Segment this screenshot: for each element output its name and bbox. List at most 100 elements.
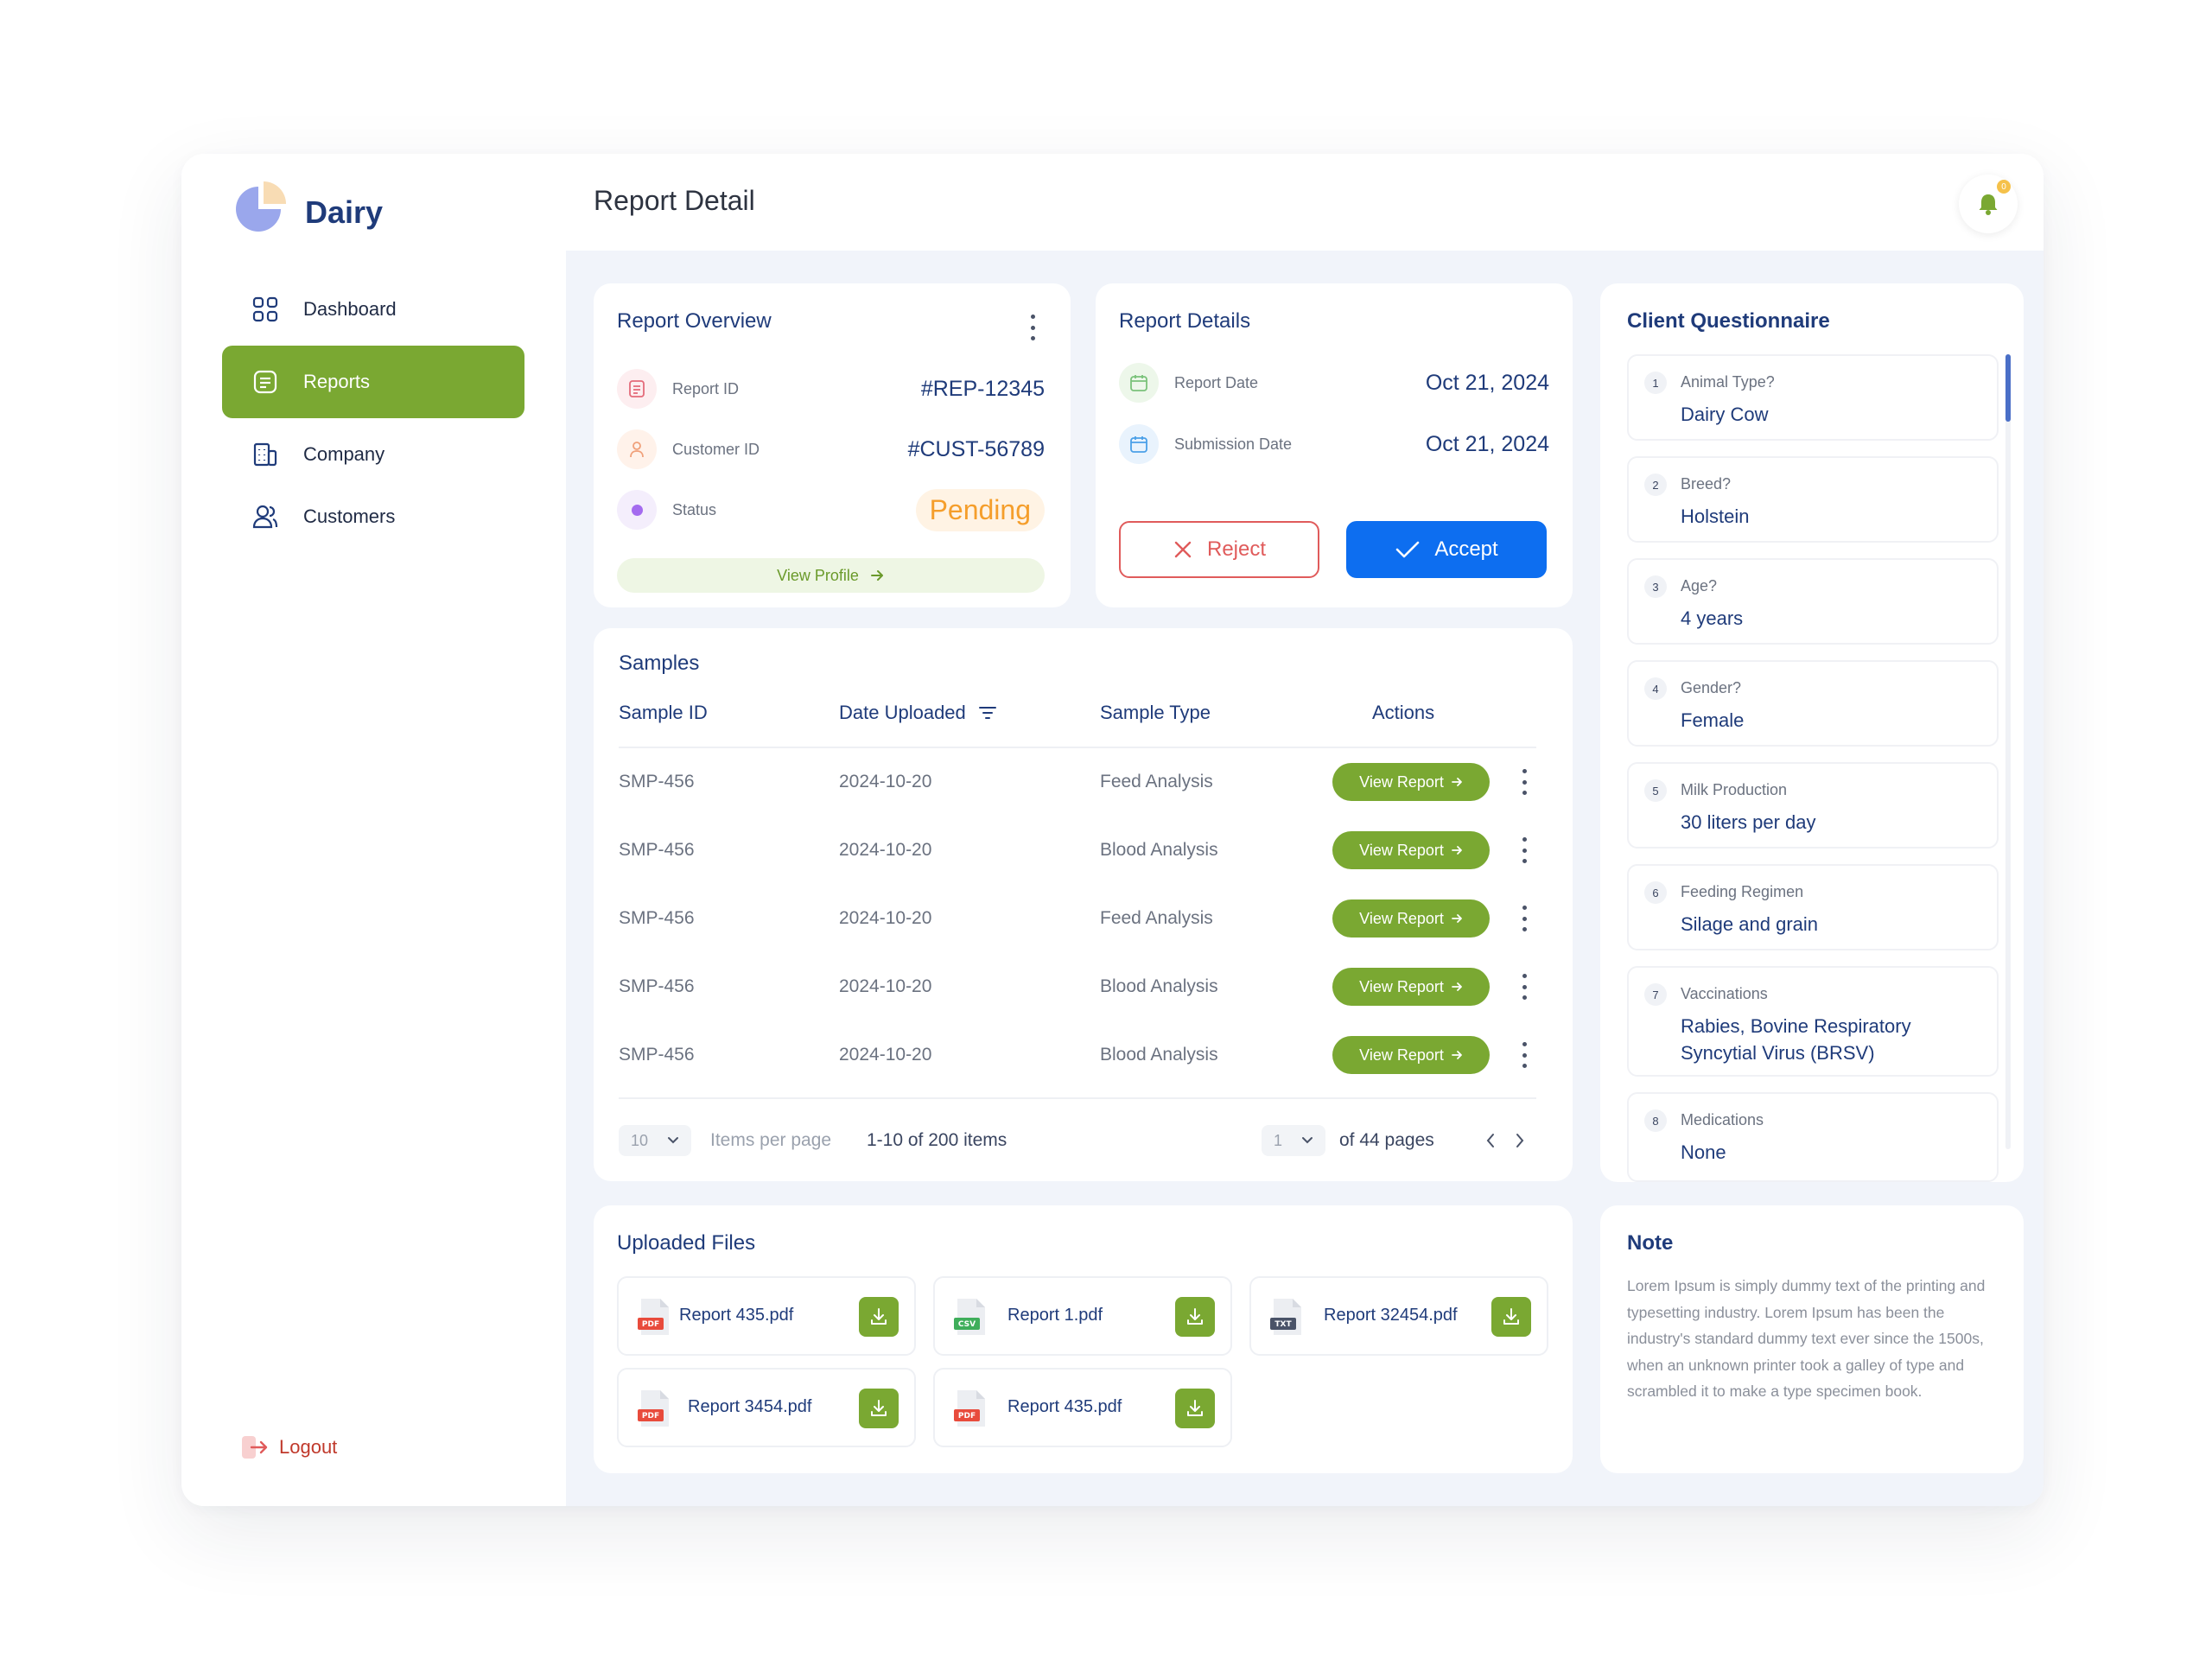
question-number: 5 bbox=[1644, 779, 1667, 802]
question-number: 2 bbox=[1644, 474, 1667, 496]
report-date-label: Report Date bbox=[1174, 373, 1259, 391]
download-button[interactable] bbox=[859, 1297, 899, 1337]
items-per-page-label: Items per page bbox=[710, 1130, 832, 1150]
footer-divider bbox=[619, 1097, 1536, 1099]
question-number: 4 bbox=[1644, 677, 1667, 700]
submission-date-value: Oct 21, 2024 bbox=[1425, 431, 1549, 456]
pdf-file-icon: PDF bbox=[954, 1390, 985, 1427]
sidebar-item-dashboard[interactable]: Dashboard bbox=[222, 283, 524, 335]
logout-icon bbox=[239, 1433, 269, 1462]
questionnaire-item: 3 Age? 4 years bbox=[1627, 558, 1999, 645]
view-report-button[interactable]: View Report bbox=[1332, 1036, 1490, 1074]
download-button[interactable] bbox=[1491, 1297, 1531, 1337]
page-select[interactable]: 1 bbox=[1262, 1125, 1326, 1156]
items-per-page-select[interactable]: 10 bbox=[619, 1125, 692, 1156]
chevron-right-icon[interactable] bbox=[1514, 1132, 1526, 1149]
chevron-left-icon[interactable] bbox=[1484, 1132, 1497, 1149]
check-icon bbox=[1396, 541, 1420, 558]
svg-text:PDF: PDF bbox=[958, 1412, 976, 1421]
questionnaire-scrollbar[interactable] bbox=[2005, 354, 2011, 1149]
view-profile-label: View Profile bbox=[777, 566, 859, 584]
sample-id-cell: SMP-456 bbox=[619, 908, 695, 928]
user-icon bbox=[617, 429, 657, 469]
status-dot-icon bbox=[617, 490, 657, 530]
row-more-button[interactable] bbox=[1520, 1042, 1529, 1068]
date-cell: 2024-10-20 bbox=[839, 976, 932, 996]
download-icon bbox=[1187, 1308, 1203, 1325]
view-report-button[interactable]: View Report bbox=[1332, 899, 1490, 938]
view-report-button[interactable]: View Report bbox=[1332, 831, 1490, 869]
download-icon bbox=[1187, 1400, 1203, 1416]
column-header-date-uploaded[interactable]: Date Uploaded bbox=[839, 702, 997, 724]
view-profile-button[interactable]: View Profile bbox=[617, 558, 1045, 593]
grid-icon bbox=[250, 294, 281, 325]
sidebar-item-company[interactable]: Company bbox=[222, 429, 524, 480]
table-row: SMP-456 2024-10-20 Feed Analysis View Re… bbox=[594, 756, 1573, 808]
view-report-button[interactable]: View Report bbox=[1332, 968, 1490, 1006]
row-more-button[interactable] bbox=[1520, 769, 1529, 795]
sidebar-nav: Dashboard Reports Company bbox=[222, 283, 524, 553]
question-number: 3 bbox=[1644, 575, 1667, 598]
view-report-button[interactable]: View Report bbox=[1332, 763, 1490, 801]
question-number: 8 bbox=[1644, 1109, 1667, 1132]
overview-more-button[interactable] bbox=[1028, 315, 1037, 340]
questionnaire-item: 5 Milk Production 30 liters per day bbox=[1627, 762, 1999, 849]
accept-button[interactable]: Accept bbox=[1346, 521, 1547, 578]
samples-title: Samples bbox=[619, 652, 700, 675]
row-more-button[interactable] bbox=[1520, 906, 1529, 931]
pdf-file-icon: PDF bbox=[638, 1390, 669, 1427]
notifications-button[interactable]: 0 bbox=[1959, 175, 2018, 233]
sample-type-cell: Feed Analysis bbox=[1100, 908, 1213, 928]
column-header-sample-id[interactable]: Sample ID bbox=[619, 702, 708, 723]
row-more-button[interactable] bbox=[1520, 837, 1529, 863]
scrollbar-thumb[interactable] bbox=[2005, 354, 2011, 422]
answer-value: Dairy Cow bbox=[1681, 404, 1769, 425]
file-item[interactable]: PDF Report 3454.pdf bbox=[617, 1368, 916, 1447]
questionnaire-item: 8 Medications None bbox=[1627, 1092, 1999, 1182]
download-button[interactable] bbox=[1175, 1297, 1215, 1337]
answer-value: None bbox=[1681, 1141, 1726, 1163]
samples-card: Samples Sample ID Date Uploaded Sample T… bbox=[594, 628, 1573, 1181]
report-icon bbox=[250, 366, 281, 397]
arrow-right-icon bbox=[1451, 778, 1462, 786]
download-icon bbox=[871, 1400, 887, 1416]
report-id-row: Report ID #REP-12345 bbox=[617, 368, 1045, 410]
arrow-right-icon bbox=[870, 570, 883, 581]
report-date-value: Oct 21, 2024 bbox=[1425, 370, 1549, 395]
logo[interactable]: Dairy bbox=[229, 178, 383, 240]
bell-icon bbox=[1979, 194, 1998, 215]
sample-type-cell: Blood Analysis bbox=[1100, 1045, 1218, 1065]
client-questionnaire-card: Client Questionnaire 1 Animal Type? Dair… bbox=[1600, 283, 2024, 1182]
file-name: Report 32454.pdf bbox=[1324, 1306, 1458, 1325]
download-button[interactable] bbox=[859, 1389, 899, 1428]
accept-label: Accept bbox=[1434, 537, 1498, 561]
file-item[interactable]: PDF Report 435.pdf bbox=[933, 1368, 1232, 1447]
row-more-button[interactable] bbox=[1520, 974, 1529, 1000]
sample-type-cell: Feed Analysis bbox=[1100, 772, 1213, 791]
filter-icon[interactable] bbox=[978, 705, 997, 721]
building-icon bbox=[250, 439, 281, 470]
file-item[interactable]: TXT Report 32454.pdf bbox=[1249, 1276, 1548, 1356]
logo-pie-icon bbox=[236, 181, 286, 232]
sidebar-item-label: Company bbox=[303, 443, 385, 465]
date-cell: 2024-10-20 bbox=[839, 840, 932, 860]
sidebar-item-reports[interactable]: Reports bbox=[222, 346, 524, 418]
file-name: Report 3454.pdf bbox=[688, 1397, 812, 1416]
answer-value: Female bbox=[1681, 709, 1745, 731]
logout-button[interactable]: Logout bbox=[239, 1433, 337, 1462]
download-button[interactable] bbox=[1175, 1389, 1215, 1428]
items-range-label: 1-10 of 200 items bbox=[867, 1130, 1007, 1150]
file-item[interactable]: PDF Report 435.pdf bbox=[617, 1276, 916, 1356]
reject-button[interactable]: Reject bbox=[1119, 521, 1319, 578]
sample-type-cell: Blood Analysis bbox=[1100, 976, 1218, 996]
table-row: SMP-456 2024-10-20 Blood Analysis View R… bbox=[594, 824, 1573, 876]
arrow-right-icon bbox=[1451, 846, 1462, 855]
reject-label: Reject bbox=[1206, 537, 1267, 561]
questionnaire-item: 4 Gender? Female bbox=[1627, 660, 1999, 747]
sidebar-item-customers[interactable]: Customers bbox=[222, 491, 524, 543]
app-name: Dairy bbox=[305, 194, 384, 230]
file-item[interactable]: CSV Report 1.pdf bbox=[933, 1276, 1232, 1356]
svg-text:PDF: PDF bbox=[642, 1320, 659, 1329]
column-header-sample-type[interactable]: Sample Type bbox=[1100, 702, 1211, 723]
answer-value: Silage and grain bbox=[1681, 913, 1819, 935]
